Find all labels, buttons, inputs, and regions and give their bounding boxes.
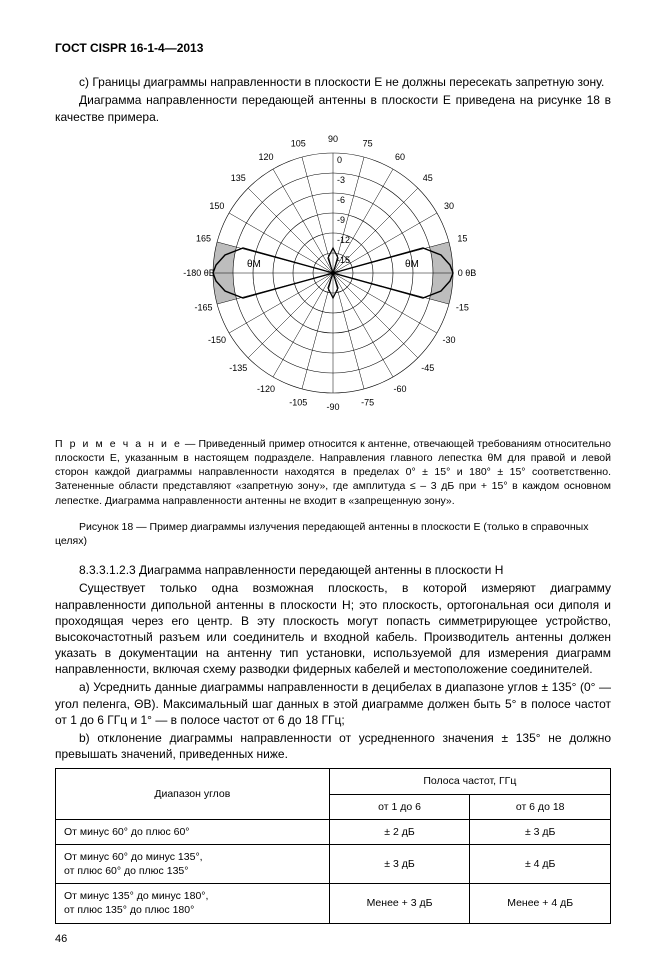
table-cell: ± 3 дБ — [329, 844, 470, 883]
table-cell: Менее + 3 дБ — [329, 884, 470, 923]
section-p3: b) отклонение диаграммы направленности о… — [55, 730, 611, 762]
svg-text:75: 75 — [363, 138, 373, 148]
th-band1: от 1 до 6 — [329, 794, 470, 819]
svg-text:0: 0 — [337, 155, 342, 165]
th-band2: от 6 до 18 — [470, 794, 611, 819]
table-cell: ± 2 дБ — [329, 819, 470, 844]
svg-text:θM: θM — [247, 259, 261, 270]
table-cell: Менее + 4 дБ — [470, 884, 611, 923]
svg-text:15: 15 — [457, 233, 467, 243]
svg-text:105: 105 — [291, 138, 306, 148]
section-p2: a) Усреднить данные диаграммы направленн… — [55, 679, 611, 728]
svg-text:-3: -3 — [337, 175, 345, 185]
para-c: с) Границы диаграммы направленности в пл… — [55, 74, 611, 90]
table-cell: ± 3 дБ — [470, 819, 611, 844]
svg-text:60: 60 — [395, 152, 405, 162]
svg-text:-150: -150 — [208, 335, 226, 345]
svg-text:45: 45 — [423, 173, 433, 183]
svg-text:-120: -120 — [257, 384, 275, 394]
svg-text:150: 150 — [209, 201, 224, 211]
svg-text:-135: -135 — [229, 363, 247, 373]
table-cell: ± 4 дБ — [470, 844, 611, 883]
svg-text:0 θB: 0 θB — [458, 268, 477, 278]
note-block: П р и м е ч а н и е — Приведенный пример… — [55, 437, 611, 508]
svg-text:-75: -75 — [361, 397, 374, 407]
th-band: Полоса частот, ГГц — [329, 769, 610, 794]
svg-text:-6: -6 — [337, 195, 345, 205]
svg-text:-60: -60 — [393, 384, 406, 394]
svg-text:120: 120 — [258, 152, 273, 162]
svg-text:-45: -45 — [421, 363, 434, 373]
section-title: 8.3.3.1.2.3 Диаграмма направленности пер… — [55, 562, 611, 578]
svg-text:-15: -15 — [456, 302, 469, 312]
polar-chart: 9075604530150 θB-15-30-45-60-75-90-105-1… — [55, 133, 611, 427]
note-label: П р и м е ч а н и е — [55, 438, 182, 450]
svg-text:135: 135 — [231, 173, 246, 183]
table-row: От минус 60° до минус 135°, от плюс 60° … — [56, 844, 330, 883]
page-number: 46 — [55, 932, 611, 947]
svg-text:165: 165 — [196, 233, 211, 243]
svg-text:-30: -30 — [443, 335, 456, 345]
section-p1: Существует только одна возможная плоскос… — [55, 580, 611, 677]
svg-text:-9: -9 — [337, 215, 345, 225]
svg-text:θM: θM — [405, 259, 419, 270]
para-c2: Диаграмма направленности передающей анте… — [55, 92, 611, 124]
svg-text:-15: -15 — [337, 255, 350, 265]
svg-text:-90: -90 — [326, 402, 339, 412]
svg-text:-180 θB: -180 θB — [183, 268, 215, 278]
svg-text:-165: -165 — [195, 302, 213, 312]
svg-text:30: 30 — [444, 201, 454, 211]
th-range: Диапазон углов — [56, 769, 330, 819]
svg-text:-12: -12 — [337, 235, 350, 245]
svg-text:-105: -105 — [289, 397, 307, 407]
svg-text:90: 90 — [328, 134, 338, 144]
table-row: От минус 135° до минус 180°, от плюс 135… — [56, 884, 330, 923]
deviation-table: Диапазон углов Полоса частот, ГГц от 1 д… — [55, 768, 611, 923]
figure-caption: Рисунок 18 — Пример диаграммы излучения … — [55, 520, 611, 548]
table-row: От минус 60° до плюс 60° — [56, 819, 330, 844]
doc-header: ГОСТ CISPR 16-1-4—2013 — [55, 40, 611, 56]
